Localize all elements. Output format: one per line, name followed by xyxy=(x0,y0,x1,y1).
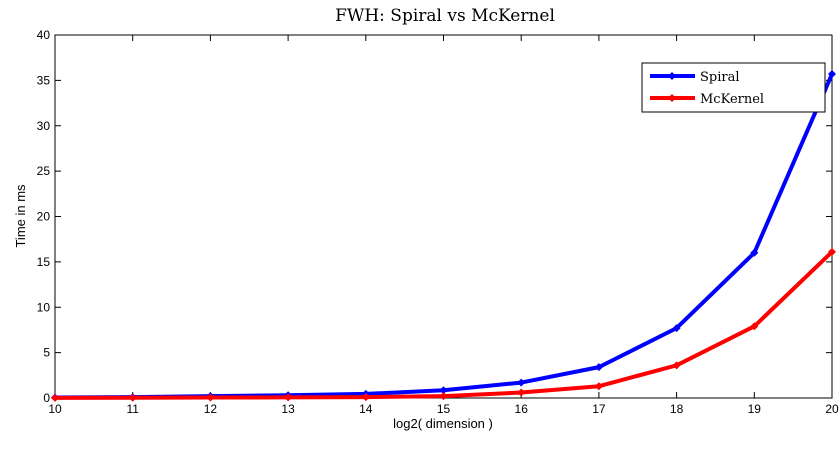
x-axis-label: log2( dimension ) xyxy=(393,416,493,431)
legend: Spiral McKernel xyxy=(641,62,826,113)
data-point-mckernel xyxy=(828,247,836,256)
y-tick-label: 30 xyxy=(37,119,51,133)
data-point-mckernel xyxy=(672,361,681,370)
x-tick-label: 16 xyxy=(515,402,529,416)
x-tick-label: 14 xyxy=(359,402,373,416)
legend-marker-mckernel xyxy=(668,94,676,102)
chart-title: FWH: Spiral vs McKernel xyxy=(335,6,555,26)
data-point-spiral xyxy=(517,378,526,387)
data-point-spiral xyxy=(439,386,448,395)
y-tick-label: 5 xyxy=(43,346,50,360)
data-point-mckernel xyxy=(206,393,215,402)
data-point-mckernel xyxy=(750,322,759,331)
x-tick-label: 19 xyxy=(748,402,762,416)
legend-marker-spiral xyxy=(668,72,676,80)
x-tick-label: 12 xyxy=(204,402,218,416)
y-axis-label: Time in ms xyxy=(13,184,28,248)
x-tick-label: 18 xyxy=(670,402,684,416)
y-tick-label: 25 xyxy=(37,164,51,178)
legend-box xyxy=(641,62,826,113)
x-tick-label: 17 xyxy=(592,402,606,416)
x-tick-label: 20 xyxy=(825,402,839,416)
x-tick-label: 11 xyxy=(126,402,139,416)
legend-label-mckernel: McKernel xyxy=(700,92,764,107)
data-point-spiral xyxy=(672,324,681,333)
data-point-mckernel xyxy=(594,382,603,391)
data-point-mckernel xyxy=(51,393,59,402)
series-layer xyxy=(51,70,836,402)
y-tick-label: 10 xyxy=(37,300,51,314)
y-axis: 0 5 10 15 20 25 30 35 40 xyxy=(37,28,832,405)
data-point-mckernel xyxy=(439,392,448,401)
data-point-spiral xyxy=(594,363,603,372)
x-tick-label: 15 xyxy=(437,402,451,416)
y-tick-label: 0 xyxy=(43,391,50,405)
y-tick-label: 20 xyxy=(37,210,51,224)
data-point-mckernel xyxy=(361,393,370,402)
y-tick-label: 35 xyxy=(37,73,51,87)
data-point-mckernel xyxy=(128,393,137,402)
y-tick-label: 15 xyxy=(37,255,51,269)
x-tick-label: 13 xyxy=(281,402,295,416)
x-tick-label: 10 xyxy=(48,402,62,416)
data-point-spiral xyxy=(750,248,759,257)
data-point-mckernel xyxy=(284,393,293,402)
data-point-spiral xyxy=(828,70,836,79)
data-point-mckernel xyxy=(517,388,526,397)
y-tick-label: 40 xyxy=(37,28,51,42)
legend-label-spiral: Spiral xyxy=(700,70,740,85)
